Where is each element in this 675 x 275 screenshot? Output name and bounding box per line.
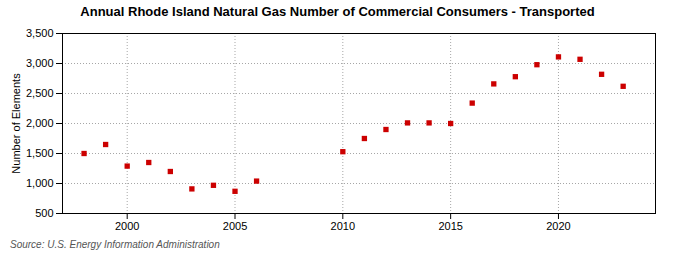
svg-text:3,500: 3,500 bbox=[26, 27, 54, 39]
svg-text:3,000: 3,000 bbox=[26, 57, 54, 69]
svg-text:2010: 2010 bbox=[331, 220, 355, 232]
svg-text:2020: 2020 bbox=[546, 220, 570, 232]
svg-text:2,000: 2,000 bbox=[26, 117, 54, 129]
svg-text:1,000: 1,000 bbox=[26, 177, 54, 189]
svg-text:1,500: 1,500 bbox=[26, 147, 54, 159]
svg-text:500: 500 bbox=[35, 207, 53, 219]
svg-text:2000: 2000 bbox=[115, 220, 139, 232]
html-text:Annual Rhode Island Natural Ga: Annual Rhode Island Natural Gas Number o… bbox=[80, 4, 595, 19]
svg-text:2015: 2015 bbox=[438, 220, 462, 232]
html-text:Source: U.S. Energy Informatio: Source: U.S. Energy Information Administ… bbox=[10, 239, 220, 250]
svg-text:2005: 2005 bbox=[223, 220, 247, 232]
svg-text:2,500: 2,500 bbox=[26, 87, 54, 99]
svg-text:Number of Elements: Number of Elements bbox=[10, 73, 22, 174]
